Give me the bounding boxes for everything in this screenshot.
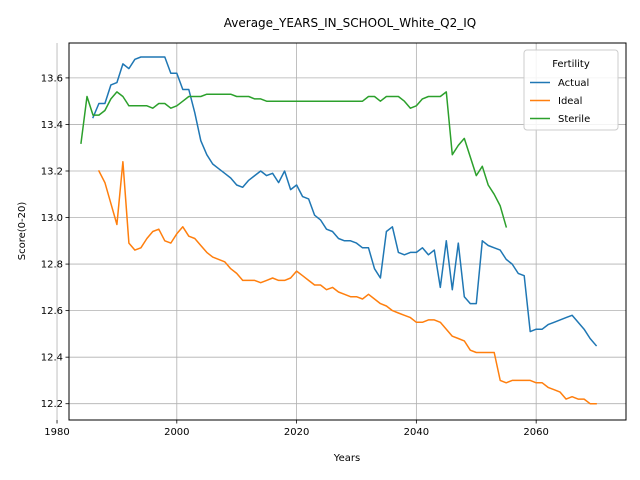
y-tick-label: 13.6 [41, 73, 63, 84]
x-tick-label: 2060 [523, 427, 548, 438]
x-tick-label: 2000 [164, 427, 189, 438]
legend-title: Fertility [552, 59, 590, 70]
series-lines [80, 56, 598, 405]
y-tick-label: 13.2 [41, 166, 63, 177]
y-tick-label: 12.2 [41, 399, 63, 410]
plot-frame [68, 42, 627, 421]
legend: Fertility Actual Ideal Sterile [523, 49, 619, 131]
x-tick-label: 2040 [404, 427, 429, 438]
y-tick-label: 13.0 [41, 213, 63, 224]
y-tick-label: 12.8 [41, 260, 63, 271]
legend-label-sterile: Sterile [558, 114, 590, 125]
chart-title: Average_YEARS_IN_SCHOOL_White_Q2_IQ [224, 16, 476, 30]
y-axis-label: Score(0-20) [17, 202, 28, 261]
axis-ticks: 1980 2000 2020 2040 2060 12.2 12.4 12.6 12.8 13.0… [41, 73, 549, 438]
legend-label-ideal: Ideal [558, 96, 582, 107]
series-line-actual [92, 56, 598, 347]
x-tick-label: 1980 [44, 427, 69, 438]
series-line-sterile [80, 91, 508, 228]
legend-box [523, 49, 619, 131]
y-tick-label: 12.4 [41, 353, 63, 364]
y-tick-label: 12.6 [41, 306, 63, 317]
y-tick-label: 13.4 [41, 120, 63, 131]
x-tick-label: 2020 [284, 427, 309, 438]
grid [56, 43, 626, 420]
x-axis-label: Years [333, 453, 360, 464]
series-line-ideal [97, 160, 597, 405]
legend-label-actual: Actual [558, 78, 589, 89]
